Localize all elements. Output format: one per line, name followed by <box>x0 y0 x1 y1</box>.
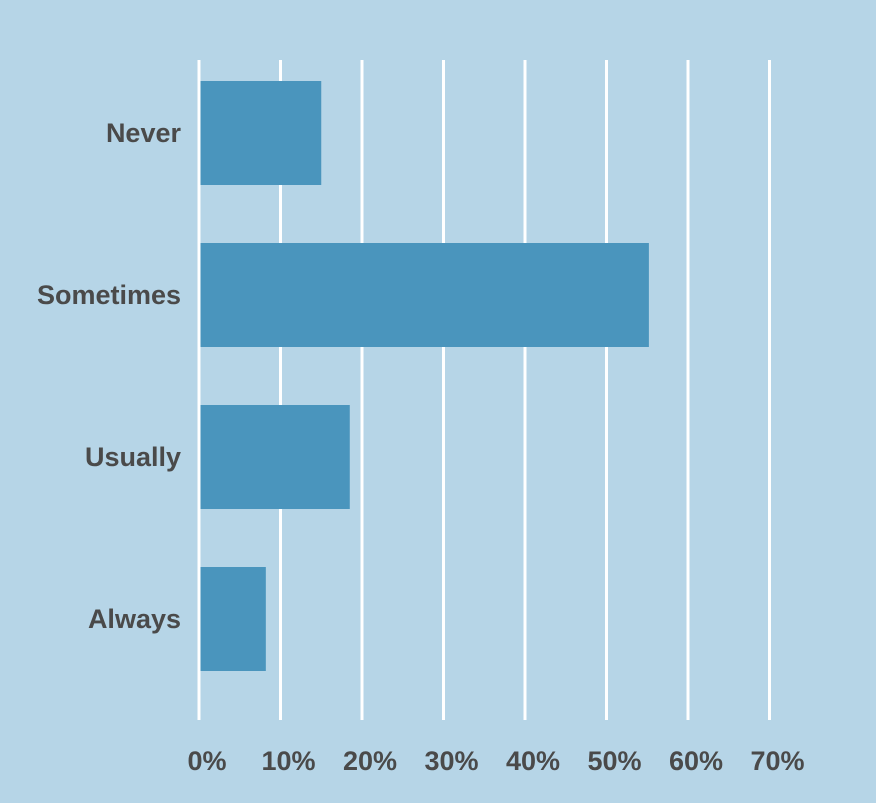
category-label-never: Never <box>106 118 182 148</box>
x-tick-label-20: 20% <box>343 746 397 776</box>
category-label-sometimes: Sometimes <box>37 280 181 310</box>
x-tick-label-60: 60% <box>669 746 723 776</box>
x-tick-label-10: 10% <box>261 746 315 776</box>
x-tick-label-40: 40% <box>506 746 560 776</box>
x-tick-label-30: 30% <box>424 746 478 776</box>
x-tick-label-70: 70% <box>750 746 804 776</box>
category-label-usually: Usually <box>85 442 181 472</box>
category-labels: Never Sometimes Usually Always <box>37 118 182 634</box>
bar-always <box>200 567 266 671</box>
bars <box>200 81 649 671</box>
bar-usually <box>200 405 350 509</box>
x-tick-label-50: 50% <box>587 746 641 776</box>
category-label-always: Always <box>88 604 181 634</box>
x-tick-labels: 0% 10% 20% 30% 40% 50% 60% 70% <box>187 746 804 776</box>
bar-sometimes <box>200 243 649 347</box>
bar-never <box>200 81 322 185</box>
x-tick-label-0: 0% <box>187 746 226 776</box>
